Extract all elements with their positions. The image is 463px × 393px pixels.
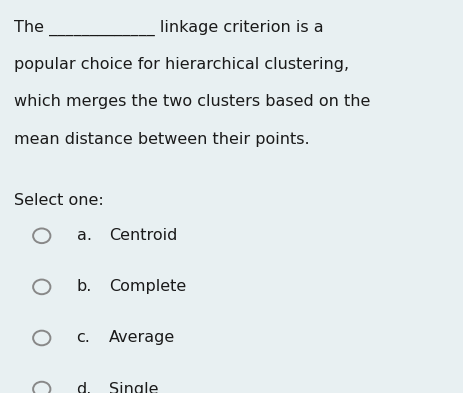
Text: Select one:: Select one: [14,193,103,208]
Text: which merges the two clusters based on the: which merges the two clusters based on t… [14,94,369,109]
Text: d.: d. [76,382,92,393]
Text: mean distance between their points.: mean distance between their points. [14,132,309,147]
Text: Centroid: Centroid [109,228,177,243]
Text: b.: b. [76,279,92,294]
Text: popular choice for hierarchical clustering,: popular choice for hierarchical clusteri… [14,57,348,72]
Text: The _____________ linkage criterion is a: The _____________ linkage criterion is a [14,20,323,36]
Text: Single: Single [109,382,158,393]
Text: Complete: Complete [109,279,186,294]
Text: a.: a. [76,228,91,243]
Text: c.: c. [76,331,90,345]
Text: Average: Average [109,331,175,345]
